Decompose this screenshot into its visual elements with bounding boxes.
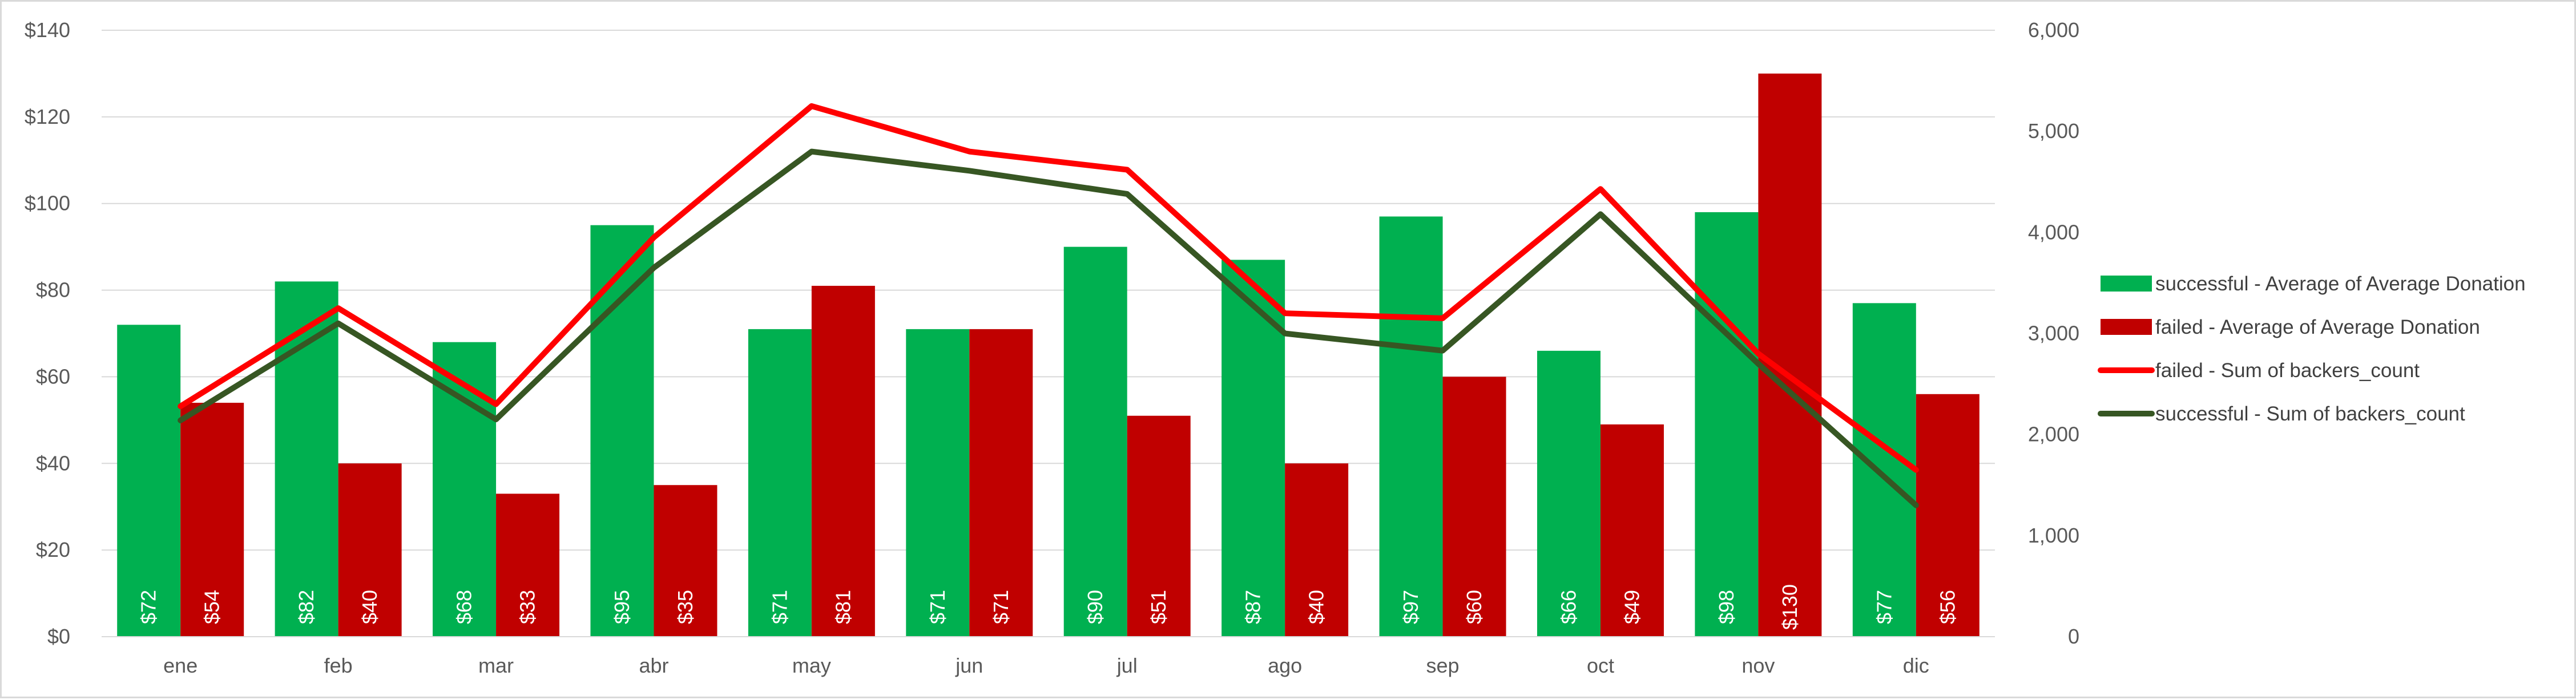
y-right-tick-label: 5,000 — [2028, 119, 2079, 143]
y-right-tick-label: 3,000 — [2028, 322, 2079, 345]
x-tick-label: ene — [163, 654, 197, 677]
x-tick-label: oct — [1587, 654, 1614, 677]
bar-data-label: $40 — [1305, 590, 1328, 624]
bar-failed — [496, 493, 560, 637]
bar-successful — [1852, 303, 1916, 637]
bar-successful — [1063, 246, 1127, 637]
y-right-tick-label: 0 — [2068, 625, 2079, 648]
line-series-successful — [178, 148, 1919, 508]
bar-failed — [1127, 415, 1191, 637]
y-right-tick-label: 4,000 — [2028, 220, 2079, 244]
legend-label-successful-average-donation: successful - Average of Average Donation — [2155, 273, 2526, 295]
bar-data-label: $54 — [200, 590, 224, 624]
bar-failed — [180, 402, 244, 637]
bar-successful — [117, 325, 181, 637]
bar-failed — [1600, 424, 1664, 637]
legend-label-failed-backers-count: failed - Sum of backers_count — [2155, 359, 2420, 382]
bar-successful — [906, 329, 970, 637]
bar-failed — [338, 463, 402, 637]
bar-successful — [1537, 350, 1601, 637]
bar-failed — [969, 329, 1033, 637]
y-left-tick-label: $40 — [36, 451, 70, 475]
bar-failed — [1285, 463, 1349, 637]
x-tick-label: mar — [478, 654, 514, 677]
bar-successful — [748, 329, 812, 637]
y-left-tick-label: $100 — [25, 192, 70, 215]
y-right-tick-label: 1,000 — [2028, 524, 2079, 547]
bar-failed — [1758, 73, 1822, 637]
bar-data-label: $130 — [1778, 584, 1801, 630]
bar-data-label: $60 — [1462, 590, 1486, 624]
y-left-tick-label: $60 — [36, 365, 70, 388]
y-left-tick-label: $80 — [36, 278, 70, 302]
bar-data-label: $72 — [137, 590, 160, 624]
x-tick-label: feb — [324, 654, 353, 677]
bar-data-label: $81 — [831, 590, 854, 624]
y-right-tick-label: 6,000 — [2028, 18, 2079, 42]
bar-data-label: $35 — [674, 590, 697, 624]
x-tick-label: abr — [639, 654, 668, 677]
y-left-tick-label: $140 — [25, 18, 70, 42]
y-left-tick-label: $0 — [47, 625, 70, 648]
x-tick-label: jun — [955, 654, 983, 677]
bar-failed — [1442, 377, 1506, 637]
bar-data-label: $66 — [1557, 590, 1580, 624]
x-tick-label: dic — [1903, 654, 1929, 677]
bar-data-label: $95 — [610, 590, 634, 624]
bar-successful — [433, 342, 497, 637]
x-tick-label: may — [792, 654, 831, 677]
bar-successful — [1695, 212, 1759, 637]
bar-failed — [654, 485, 717, 637]
legend-swatch-successful-average-donation — [2101, 276, 2152, 292]
bar-data-label: $71 — [768, 590, 791, 624]
legend-label-failed-average-donation: failed - Average of Average Donation — [2155, 316, 2480, 338]
legend-swatch-failed-average-donation — [2101, 319, 2152, 335]
bar-data-label: $98 — [1715, 590, 1738, 624]
x-tick-label: sep — [1426, 654, 1460, 677]
bar-data-label: $71 — [989, 590, 1013, 624]
bar-data-label: $87 — [1241, 590, 1265, 624]
legend-label-successful-backers-count: successful - Sum of backers_count — [2155, 403, 2465, 425]
bar-data-label: $68 — [453, 590, 476, 624]
x-tick-label: jul — [1116, 654, 1138, 677]
bar-successful — [1379, 216, 1443, 637]
bar-data-label: $49 — [1620, 590, 1643, 624]
bar-data-label: $82 — [295, 590, 318, 624]
x-tick-label: nov — [1741, 654, 1775, 677]
bar-successful — [1222, 260, 1285, 637]
bar-data-label: $77 — [1872, 590, 1896, 624]
bar-data-label: $56 — [1936, 590, 1959, 624]
bar-data-label: $71 — [926, 590, 949, 624]
bar-failed — [811, 285, 875, 637]
bar-successful — [275, 281, 338, 637]
y-left-tick-label: $20 — [36, 538, 70, 561]
line-series-failed — [178, 103, 1919, 473]
bar-data-label: $90 — [1083, 590, 1107, 624]
bar-successful — [590, 225, 654, 637]
bar-data-label: $40 — [358, 590, 381, 624]
y-right-tick-label: 2,000 — [2028, 423, 2079, 446]
bar-failed — [1916, 394, 1980, 637]
x-tick-label: ago — [1268, 654, 1302, 677]
bar-data-label: $51 — [1147, 590, 1170, 624]
bar-data-label: $33 — [516, 590, 539, 624]
y-left-tick-label: $120 — [25, 105, 70, 128]
bar-data-label: $97 — [1399, 590, 1422, 624]
